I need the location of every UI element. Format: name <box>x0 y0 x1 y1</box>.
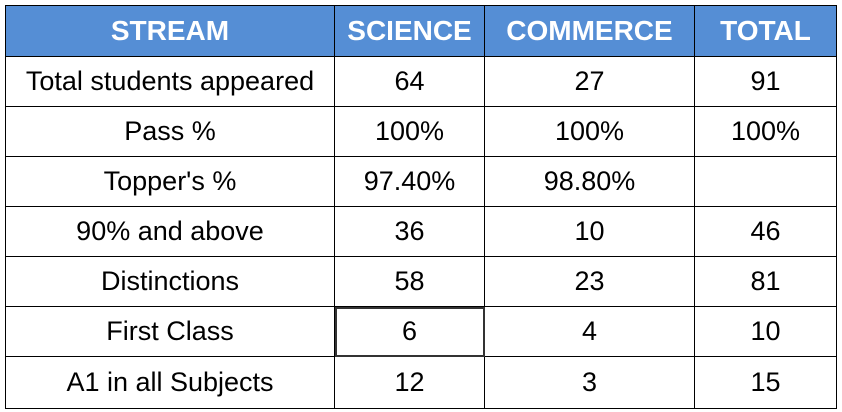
table-cell: 100% <box>485 107 695 157</box>
row-label: Pass % <box>5 107 335 157</box>
results-table: STREAM SCIENCE COMMERCE TOTAL Total students… <box>5 5 837 409</box>
header-cell: STREAM <box>5 5 335 57</box>
row-label: A1 in all Subjects <box>5 357 335 409</box>
table-cell: 6 <box>335 307 485 357</box>
table-cell: 81 <box>695 257 837 307</box>
header-cell: COMMERCE <box>485 5 695 57</box>
table-cell: 10 <box>695 307 837 357</box>
table-cell: 23 <box>485 257 695 307</box>
table-cell: 46 <box>695 207 837 257</box>
table-cell: 3 <box>485 357 695 409</box>
table-cell: 36 <box>335 207 485 257</box>
row-label: First Class <box>5 307 335 357</box>
table-cell: 4 <box>485 307 695 357</box>
table-cell: 91 <box>695 57 837 107</box>
row-label: 90% and above <box>5 207 335 257</box>
row-label: Total students appeared <box>5 57 335 107</box>
table-cell: 12 <box>335 357 485 409</box>
table-cell: 27 <box>485 57 695 107</box>
header-cell: SCIENCE <box>335 5 485 57</box>
table-cell: 100% <box>695 107 837 157</box>
row-label: Topper's % <box>5 157 335 207</box>
table-cell: 15 <box>695 357 837 409</box>
table-cell: 97.40% <box>335 157 485 207</box>
header-cell: TOTAL <box>695 5 837 57</box>
table-cell <box>695 157 837 207</box>
table-cell: 100% <box>335 107 485 157</box>
table-cell: 98.80% <box>485 157 695 207</box>
row-label: Distinctions <box>5 257 335 307</box>
table-cell: 58 <box>335 257 485 307</box>
table-cell: 64 <box>335 57 485 107</box>
table-cell: 10 <box>485 207 695 257</box>
